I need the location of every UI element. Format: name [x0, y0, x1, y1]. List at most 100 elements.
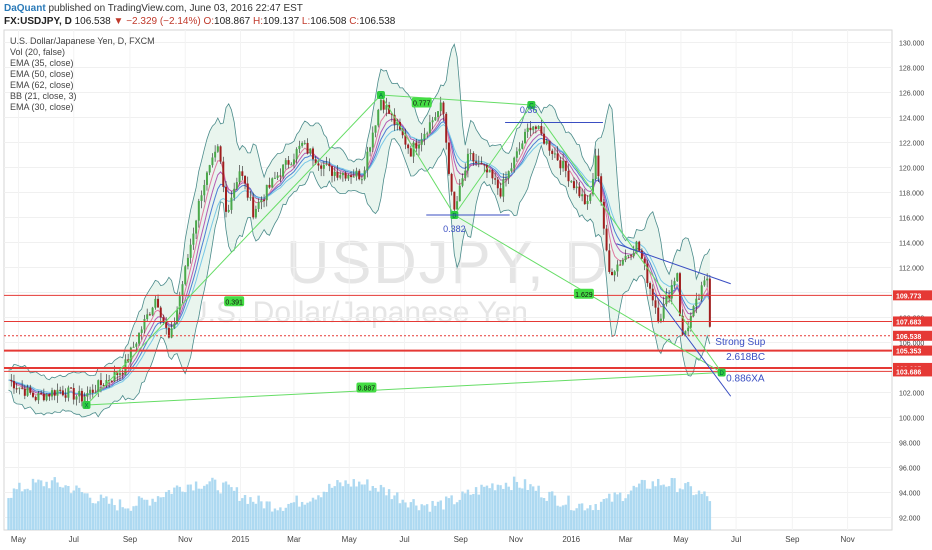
volume-bar [447, 498, 451, 530]
candle-body [165, 322, 168, 328]
volume-bar [18, 482, 21, 530]
author-name[interactable]: DaQuant [4, 3, 46, 14]
candle-body [651, 288, 654, 301]
volume-bar [692, 495, 695, 530]
candle-body [91, 389, 94, 393]
candle-body [605, 228, 608, 251]
candle-body [692, 306, 695, 317]
volume-bar [251, 501, 255, 530]
volume-bar [102, 497, 105, 530]
candles [10, 94, 711, 408]
volume-bar [589, 505, 592, 530]
candle-body [537, 125, 540, 129]
legend-item[interactable]: EMA (50, close) [10, 69, 74, 79]
candle-body [233, 188, 236, 198]
volume-bar [534, 490, 538, 530]
volume-histogram [7, 476, 712, 530]
candle-body [314, 159, 317, 164]
candle-body [29, 387, 32, 393]
candle-body [646, 263, 649, 284]
volume-bar [548, 491, 551, 530]
legend-item[interactable]: EMA (30, close) [10, 102, 74, 112]
candle-body [241, 171, 244, 176]
candle-body [173, 323, 176, 329]
volume-bar [632, 485, 635, 530]
volume-bar [439, 500, 442, 530]
candle-body [706, 278, 709, 281]
volume-bar [333, 486, 336, 530]
candle-body [347, 175, 350, 179]
last-price: 106.538 [74, 16, 111, 27]
volume-bar [444, 496, 448, 530]
volume-bar [491, 483, 494, 530]
volume-bar [627, 494, 630, 530]
volume-bar [648, 488, 652, 530]
volume-bar [42, 486, 46, 530]
candle-body [113, 371, 116, 382]
legend-item[interactable]: Vol (20, false) [10, 47, 66, 57]
candle-body [469, 153, 472, 155]
legend-item[interactable]: BB (21, close, 3) [10, 91, 77, 101]
volume-bar [281, 510, 285, 530]
volume-bar [382, 487, 385, 530]
candle-body [309, 148, 312, 154]
volume-bar [219, 493, 222, 530]
volume-bar [121, 507, 124, 530]
candle-body [401, 129, 404, 136]
volume-bar [477, 494, 481, 530]
volume-bar [697, 490, 701, 530]
volume-bar [257, 495, 260, 530]
volume-bar [75, 485, 78, 530]
volume-bar [273, 508, 277, 530]
y-tick-label: 114.000 [899, 241, 924, 248]
candle-body [135, 343, 138, 347]
volume-bar [703, 491, 706, 530]
symbol-label: FX:USDJPY, D [4, 16, 72, 27]
candle-body [197, 200, 200, 221]
y-tick-label: 120.000 [899, 166, 924, 173]
candle-body [83, 396, 86, 402]
volume-bar [705, 496, 709, 530]
volume-bar [254, 503, 258, 530]
candle-body [439, 102, 442, 112]
candle-body [434, 117, 437, 121]
volume-bar [167, 490, 171, 530]
candle-body [700, 285, 703, 300]
candle-body [409, 148, 412, 157]
pattern-point-label: A [379, 94, 383, 100]
candle-body [26, 387, 29, 396]
candle-body [613, 271, 616, 276]
legend-item[interactable]: U.S. Dollar/Japanese Yen, D, FXCM [10, 36, 155, 46]
y-tick-label: 100.000 [899, 416, 924, 423]
volume-bar [580, 503, 584, 530]
legend-item[interactable]: EMA (35, close) [10, 58, 74, 68]
candle-body [167, 327, 170, 338]
candle-body [540, 125, 543, 134]
candle-body [186, 257, 189, 267]
volume-bar [170, 493, 173, 530]
volume-bar [396, 492, 399, 530]
candle-body [450, 173, 453, 192]
volume-bar [107, 503, 111, 530]
volume-bar [412, 499, 415, 530]
candle-body [129, 347, 132, 362]
candle-body [586, 200, 589, 205]
volume-bar [110, 498, 114, 530]
volume-bar [129, 510, 133, 530]
volume-bar [390, 499, 394, 530]
candle-body [575, 186, 578, 189]
candle-body [325, 163, 328, 165]
legend-item[interactable]: EMA (62, close) [10, 80, 74, 90]
candle-body [260, 199, 263, 203]
volume-bar [499, 485, 502, 530]
candle-body [483, 164, 486, 166]
candle-body [59, 389, 62, 391]
volume-bar [515, 481, 519, 530]
volume-bar [64, 485, 67, 530]
volume-bar [616, 494, 619, 530]
price-level-tag [893, 330, 932, 341]
volume-bar [205, 484, 209, 530]
x-tick-label: 2015 [232, 535, 250, 544]
